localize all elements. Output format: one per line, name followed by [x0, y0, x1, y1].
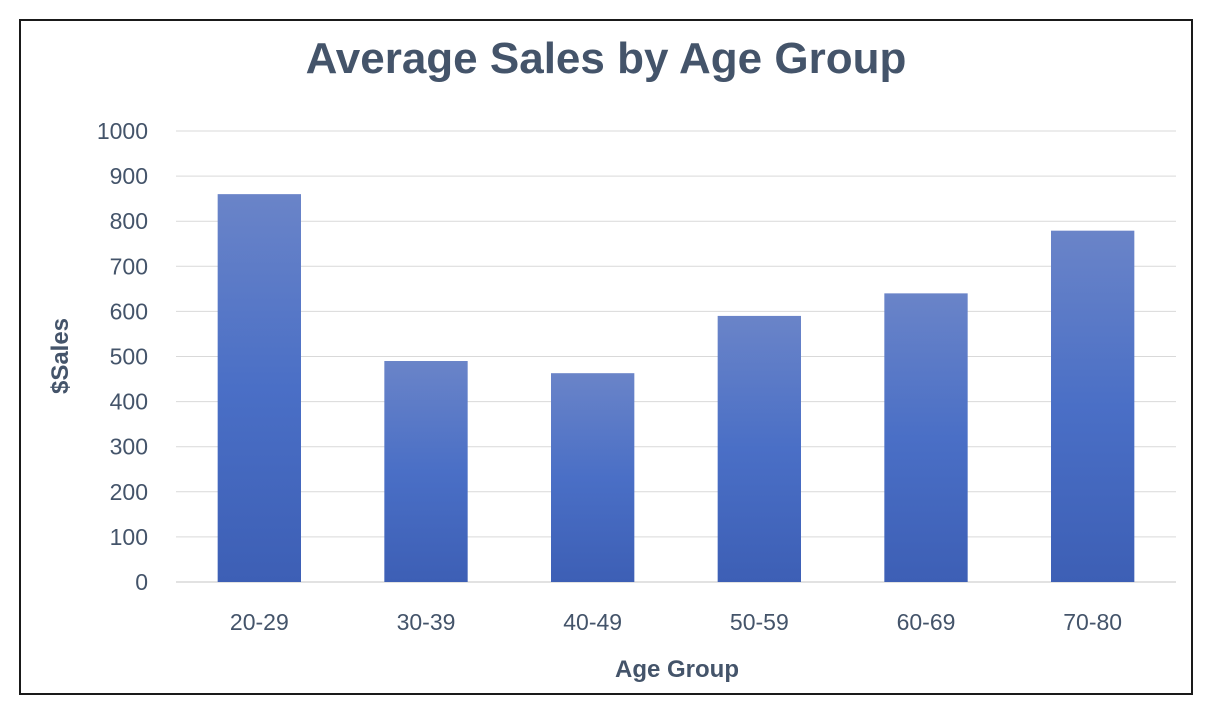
x-axis-ticks: 20-29 30-39 40-49 50-59 60-69 70-80: [230, 609, 1122, 635]
y-tick-label: 400: [110, 389, 148, 415]
x-tick-label: 50-59: [730, 609, 789, 635]
x-tick-label: 70-80: [1063, 609, 1122, 635]
bar-20-29: [217, 194, 301, 582]
y-axis-ticks: 0 100 200 300 400 500 600 700 800 900 1000: [97, 118, 148, 595]
bars: [217, 194, 1135, 582]
y-axis-title: $Sales: [47, 318, 74, 394]
gridlines: [176, 130, 1176, 583]
y-tick-label: 300: [110, 434, 148, 460]
y-tick-label: 500: [110, 344, 148, 370]
y-tick-label: 100: [110, 524, 148, 550]
y-tick-label: 1000: [97, 118, 148, 144]
y-tick-label: 0: [135, 569, 148, 595]
y-tick-label: 200: [110, 479, 148, 505]
bar-40-49: [551, 373, 635, 582]
bar-50-59: [717, 315, 801, 582]
y-tick-label: 700: [110, 253, 148, 279]
y-tick-label: 600: [110, 298, 148, 324]
x-tick-label: 60-69: [897, 609, 956, 635]
x-axis-title: Age Group: [615, 656, 739, 683]
bar-70-80: [1051, 230, 1135, 582]
y-tick-label: 900: [110, 163, 148, 189]
y-tick-label: 800: [110, 208, 148, 234]
x-tick-label: 20-29: [230, 609, 289, 635]
x-tick-label: 30-39: [397, 609, 456, 635]
x-tick-label: 40-49: [563, 609, 622, 635]
bar-60-69: [884, 293, 968, 582]
chart-title: Average Sales by Age Group: [306, 34, 907, 83]
bar-30-39: [384, 361, 468, 582]
